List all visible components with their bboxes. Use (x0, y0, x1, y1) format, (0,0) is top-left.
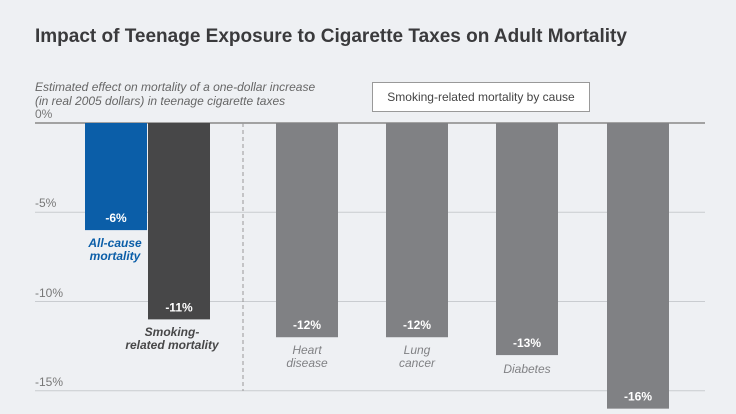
value-label: -6% (105, 211, 127, 225)
category-label: Heart disease (286, 343, 328, 370)
category-label: Smoking- related mortality (125, 325, 219, 352)
bar (276, 123, 338, 338)
chart-subtitle: Estimated effect on mortality of a one-d… (35, 80, 316, 108)
value-label: -12% (403, 318, 431, 332)
value-label: -12% (293, 318, 321, 332)
bar (496, 123, 558, 356)
y-tick-label: -5% (35, 196, 57, 211)
category-label: All-cause mortality (88, 236, 142, 263)
bar (148, 123, 210, 320)
legend-box: Smoking-related mortality by cause (372, 82, 590, 112)
category-label: Lung cancer (398, 343, 436, 370)
category-label: Diabetes (503, 362, 551, 376)
value-label: -13% (513, 336, 541, 350)
y-tick-label: -15% (35, 374, 64, 389)
value-label: -16% (624, 390, 652, 404)
bar (386, 123, 448, 338)
bar (607, 123, 669, 409)
y-tick-label: -10% (35, 285, 64, 300)
y-tick-label: 0% (35, 107, 53, 121)
bar (85, 123, 147, 231)
chart-title: Impact of Teenage Exposure to Cigarette … (35, 26, 627, 47)
value-label: -11% (165, 300, 193, 314)
